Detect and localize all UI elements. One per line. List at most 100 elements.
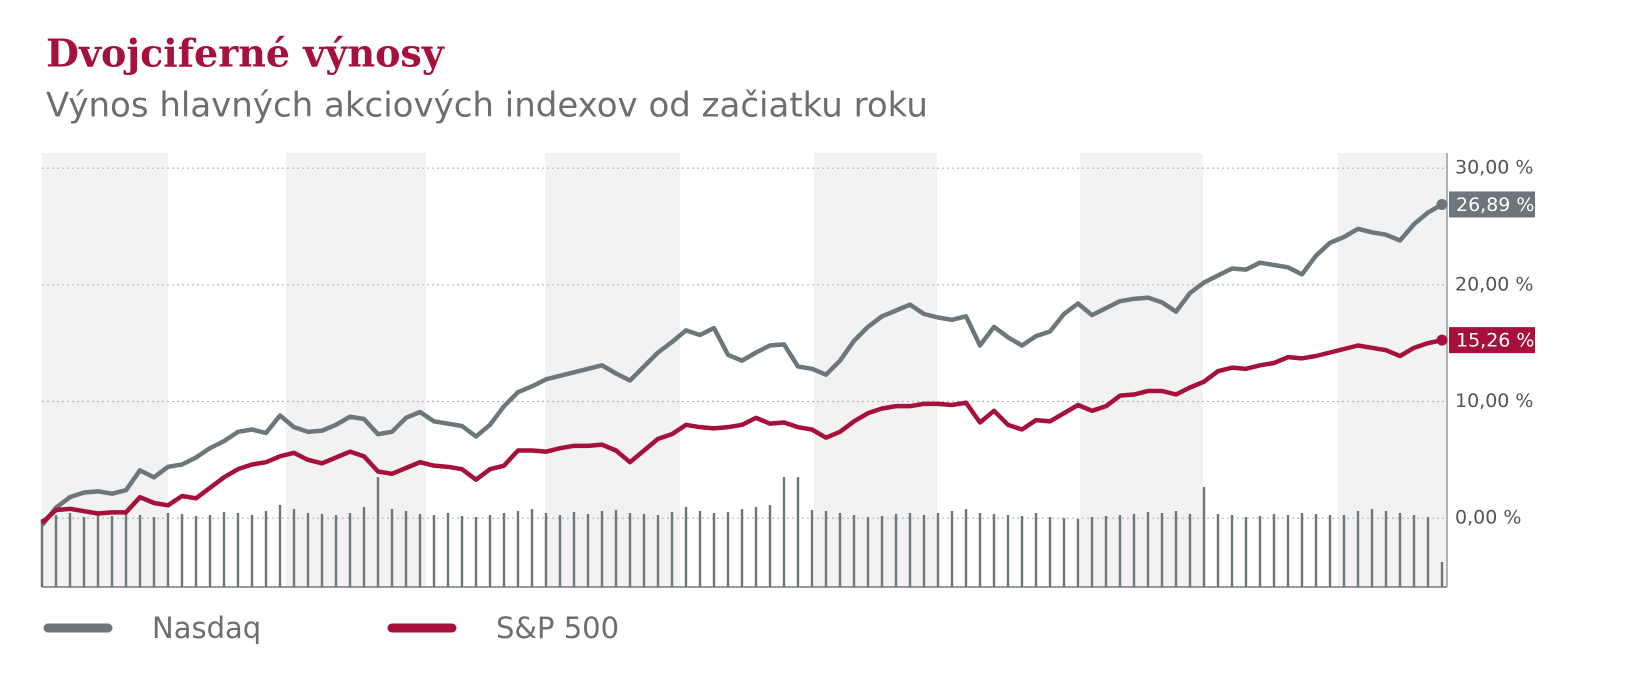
volume-bar xyxy=(418,514,422,587)
volume-bar xyxy=(124,512,128,587)
volume-bar xyxy=(292,509,296,587)
legend-label: Nasdaq xyxy=(152,611,261,645)
volume-bar xyxy=(866,517,870,587)
volume-bar xyxy=(1188,514,1192,587)
volume-bar xyxy=(964,509,968,587)
volume-bar xyxy=(1048,517,1052,587)
volume-bar xyxy=(1300,513,1304,587)
volume-bar xyxy=(852,515,856,587)
volume-bar xyxy=(320,514,324,587)
volume-bar xyxy=(40,519,44,587)
volume-bar xyxy=(1426,517,1430,587)
end-dot xyxy=(1436,198,1448,210)
volume-bar xyxy=(978,513,982,587)
volume-bar xyxy=(782,477,786,587)
volume-bar xyxy=(698,511,702,587)
volume-bar xyxy=(1370,509,1374,587)
volume-bar xyxy=(502,513,506,587)
volume-bar xyxy=(1160,513,1164,587)
volume-bar xyxy=(1342,515,1346,587)
volume-bar xyxy=(376,477,380,587)
volume-bar xyxy=(1440,562,1444,587)
volume-bar xyxy=(1356,511,1360,587)
y-tick-label: 10,00 % xyxy=(1455,390,1534,412)
volume-bar xyxy=(894,514,898,587)
volume-bar xyxy=(1412,515,1416,587)
volume-bar xyxy=(82,517,86,587)
volume-bar xyxy=(824,511,828,587)
volume-bar xyxy=(488,515,492,587)
y-tick-label: 0,00 % xyxy=(1455,507,1521,529)
volume-bar xyxy=(712,513,716,587)
volume-bar xyxy=(670,512,674,587)
volume-bar xyxy=(810,510,814,587)
month-bands xyxy=(42,153,1447,587)
volume-bar xyxy=(152,517,156,587)
volume-bar xyxy=(278,505,282,587)
volume-bar xyxy=(250,515,254,587)
volume-bar xyxy=(1258,516,1262,587)
volume-bar xyxy=(1006,515,1010,587)
month-band xyxy=(1080,153,1203,587)
series-line xyxy=(40,202,1444,527)
volume-bar xyxy=(54,515,58,587)
end-dot xyxy=(1436,334,1448,346)
volume-bar xyxy=(516,511,520,587)
volume-bar xyxy=(1216,514,1220,587)
volume-bar xyxy=(446,513,450,587)
volume-bar xyxy=(558,515,562,587)
volume-bar xyxy=(754,507,758,587)
volume-bar xyxy=(1146,512,1150,587)
volume-bar xyxy=(922,515,926,587)
y-tick-label: 20,00 % xyxy=(1455,273,1534,295)
volume-bar xyxy=(1244,517,1248,587)
chart-title: Dvojciferné výnosy xyxy=(46,31,445,76)
volume-bar xyxy=(838,513,842,587)
volume-bar xyxy=(1384,511,1388,587)
chart-subtitle: Výnos hlavných akciových indexov od zači… xyxy=(46,86,928,126)
volume-bar xyxy=(544,513,548,587)
volume-bar xyxy=(1272,514,1276,587)
volume-bar xyxy=(1034,513,1038,587)
volume-bar xyxy=(880,516,884,587)
volume-bar xyxy=(390,509,394,587)
volume-bar xyxy=(1328,515,1332,587)
volume-bar xyxy=(740,509,744,587)
volume-bar xyxy=(1090,517,1094,587)
volume-bar xyxy=(1202,487,1206,587)
month-band xyxy=(1338,153,1447,587)
volume-bar xyxy=(460,516,464,587)
volume-bar xyxy=(656,515,660,587)
end-label-box xyxy=(1449,327,1535,354)
volume-bar xyxy=(474,517,478,587)
volume-bar xyxy=(628,513,632,587)
volume-bar xyxy=(138,515,142,587)
volume-bar xyxy=(768,505,772,587)
volume-bar xyxy=(306,513,310,587)
volume-bar xyxy=(236,513,240,587)
volume-bar xyxy=(1020,516,1024,587)
volume-bar xyxy=(110,516,114,587)
month-band xyxy=(286,153,426,587)
volume-bar xyxy=(1286,515,1290,587)
volume-bar xyxy=(348,513,352,587)
volume-bar xyxy=(180,514,184,587)
series-line xyxy=(40,337,1443,525)
volume-bar xyxy=(936,513,940,587)
end-label: 26,89 % xyxy=(1456,194,1535,216)
volume-bar xyxy=(530,509,534,587)
volume-bar xyxy=(1062,518,1066,587)
volume-bar xyxy=(1132,514,1136,587)
volume-bar xyxy=(684,507,688,587)
volume-bar xyxy=(950,511,954,587)
volume-bar xyxy=(1104,516,1108,587)
volume-bar xyxy=(404,511,408,587)
volume-bar xyxy=(586,514,590,587)
volume-bar xyxy=(68,513,72,587)
volume-bar xyxy=(334,515,338,587)
volume-bar xyxy=(1118,515,1122,587)
volume-bar xyxy=(222,512,226,587)
month-band xyxy=(42,153,168,587)
legend-label: S&P 500 xyxy=(496,611,619,645)
volume-bar xyxy=(1314,514,1318,587)
